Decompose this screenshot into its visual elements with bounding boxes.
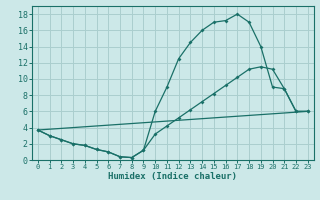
X-axis label: Humidex (Indice chaleur): Humidex (Indice chaleur)	[108, 172, 237, 181]
